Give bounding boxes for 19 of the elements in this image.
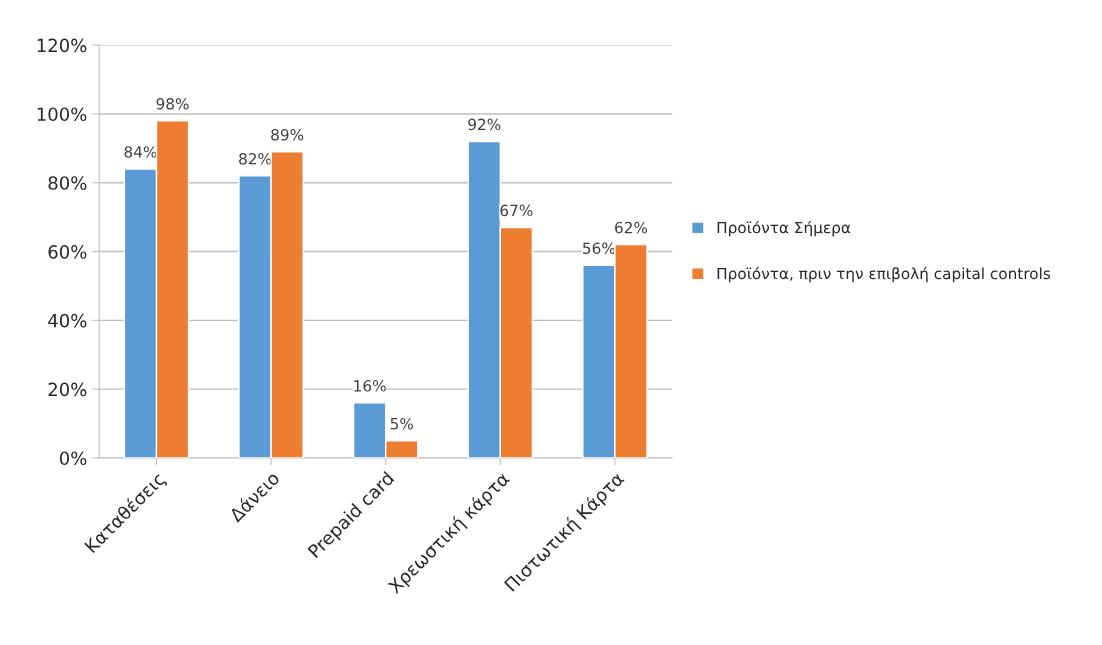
y-tick-label: 20% [48, 382, 87, 397]
data-label: 89% [271, 128, 304, 141]
y-tick-label: 0% [59, 451, 87, 466]
y-tick-label: 40% [48, 313, 87, 328]
y-tick-label: 120% [37, 38, 87, 53]
y-tick-label: 80% [48, 176, 87, 190]
data-label: 84% [124, 146, 157, 158]
data-label: 82% [239, 153, 272, 165]
legend-label: Προϊόντα Σήμερα [717, 220, 851, 237]
y-tick-label: 100% [37, 107, 87, 122]
data-label: 5% [390, 417, 414, 430]
y-tick-label: 60% [48, 245, 87, 259]
legend-label: Προϊόντα, πριν την επιβολή capital controls [717, 266, 1051, 283]
data-label: 56% [583, 242, 616, 255]
data-label: 92% [468, 118, 501, 131]
data-label: 16% [354, 380, 386, 392]
data-label: 67% [500, 204, 533, 217]
data-label: 62% [615, 221, 648, 234]
data-label: 98% [156, 97, 189, 110]
